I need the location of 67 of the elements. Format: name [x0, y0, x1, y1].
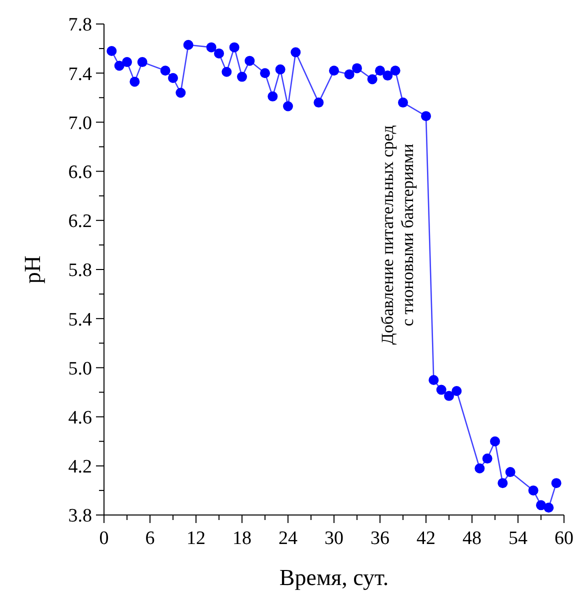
point	[122, 57, 132, 68]
point	[106, 46, 117, 56]
y-tick-label: 5.8	[68, 260, 92, 282]
y-tick-label: 5.0	[68, 358, 92, 380]
point	[183, 40, 194, 50]
point	[375, 66, 385, 76]
x-tick-label: 60	[554, 528, 574, 549]
point	[214, 48, 224, 58]
point	[544, 502, 554, 513]
point	[268, 91, 278, 102]
point	[244, 56, 255, 66]
y-tick-label: 5.4	[68, 309, 92, 330]
point	[206, 42, 216, 52]
point	[314, 98, 324, 108]
x-tick-label: 18	[232, 528, 252, 549]
x-tick-label: 12	[186, 528, 206, 549]
point	[329, 66, 339, 76]
point	[498, 478, 508, 488]
x-tick-label: 36	[370, 528, 390, 549]
point	[168, 73, 178, 84]
point	[130, 76, 140, 87]
x-tick-label: 6	[145, 528, 155, 549]
y-axis-title: pH	[20, 255, 45, 284]
point	[237, 72, 247, 82]
point	[290, 47, 301, 58]
point	[222, 66, 232, 77]
y-tick-label: 7.4	[68, 64, 92, 85]
y-tick-label: 7.0	[68, 112, 92, 134]
y-tick-label: 6.2	[68, 211, 92, 232]
x-tick-label: 0	[99, 528, 109, 549]
point	[382, 70, 393, 81]
x-tick-label: 24	[278, 528, 298, 549]
point	[260, 68, 270, 78]
annotation: Добавление питательных сред с тионовыми бактериями	[378, 124, 417, 345]
point	[505, 467, 516, 478]
point	[398, 98, 408, 108]
point	[390, 66, 400, 76]
y-tick-label: 7.8	[68, 14, 92, 36]
point	[114, 60, 124, 71]
point	[421, 111, 431, 122]
point	[474, 463, 485, 474]
point	[160, 66, 170, 76]
y-tick-label: 4.6	[68, 407, 92, 428]
point	[367, 74, 378, 84]
point	[344, 69, 354, 80]
point	[482, 454, 492, 464]
y-tick-label: 3.8	[68, 506, 92, 527]
point	[275, 64, 286, 74]
point	[428, 374, 439, 385]
point	[528, 485, 538, 496]
point	[490, 436, 500, 446]
point	[137, 57, 148, 68]
point	[352, 63, 362, 74]
x-tick-label: 54	[508, 528, 528, 549]
x-tick-label: 48	[462, 528, 482, 549]
point	[551, 478, 562, 488]
point	[229, 42, 240, 52]
point	[436, 384, 446, 395]
point	[444, 390, 454, 401]
x-tick-label: 42	[416, 528, 436, 549]
y-tick-label: 6.6	[68, 162, 92, 183]
point	[283, 101, 293, 112]
y-tick-label: 4.2	[68, 456, 92, 478]
point	[452, 386, 462, 396]
x-tick-label: 30	[324, 528, 344, 549]
x-axis-title: Время, сут.	[279, 565, 389, 590]
point	[176, 88, 186, 98]
